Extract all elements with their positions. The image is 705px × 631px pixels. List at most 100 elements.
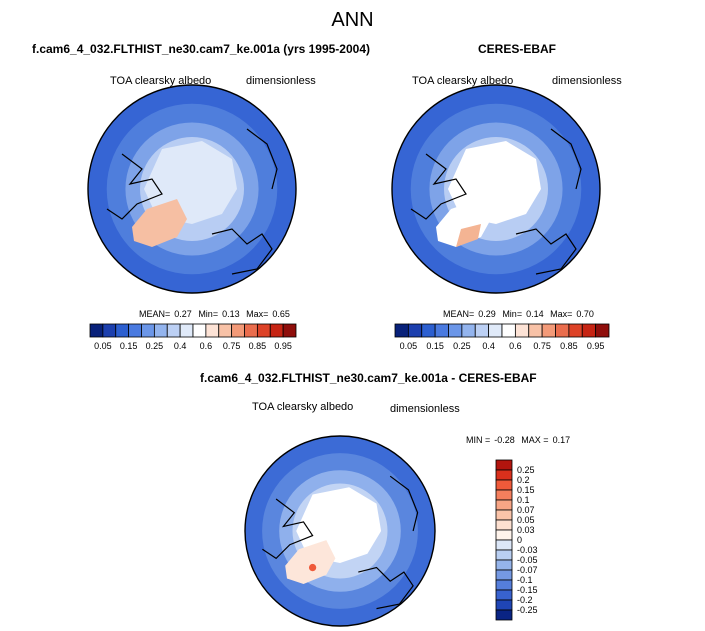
panel2-title: CERES-EBAF [478, 42, 557, 56]
colorbar-box [474, 323, 490, 338]
colorbar-tick-label: 0.03 [517, 525, 535, 535]
colorbar-tick-label: 0.95 [587, 341, 605, 351]
colorbar-box [495, 589, 513, 601]
colorbar-box [495, 579, 513, 591]
colorbar-box [461, 323, 476, 338]
colorbar-tick-label: 0.25 [453, 341, 471, 351]
colorbar-box [495, 459, 513, 471]
panel1-max-label: Max= [246, 309, 269, 319]
colorbar-box [495, 539, 513, 551]
map-0-border [87, 84, 297, 294]
page-title: ANN [331, 9, 374, 31]
colorbar-tick-label: 0.4 [174, 341, 187, 351]
colorbar-box [568, 323, 583, 338]
panel1-min-value: 0.13 [222, 309, 240, 319]
colorbar-box [89, 323, 104, 338]
colorbar-tick-label: 0.75 [533, 341, 551, 351]
panel2-colorbar: 0.05 0.15 0.25 0.4 0.6 0.75 0.85 0.95 [394, 323, 610, 351]
colorbar-box [205, 323, 220, 338]
colorbar-box [495, 609, 513, 621]
panel3-min-value: -0.28 [494, 435, 515, 445]
panel1-left-label: TOA clearsky albedo [110, 75, 212, 87]
colorbar-tick-label: 0.07 [517, 505, 535, 515]
panel2-mean-value: 0.29 [478, 309, 496, 319]
colorbar-box [495, 549, 513, 561]
colorbar-box [528, 323, 543, 338]
colorbar-tick-label: 0.05 [517, 515, 535, 525]
map-1-coastline-europe [515, 228, 577, 275]
colorbar-tick-label: 0.15 [426, 341, 444, 351]
colorbar-tick-label: 0.1 [517, 495, 530, 505]
colorbar-box [495, 559, 513, 571]
colorbar-box [115, 323, 130, 338]
panel3-left-label: TOA clearsky albedo [252, 401, 354, 413]
colorbar-tick-label: -0.05 [517, 555, 538, 565]
colorbar-tick-label: 0.95 [274, 341, 292, 351]
panel3-title: f.cam6_4_032.FLTHIST_ne30.cam7_ke.001a -… [200, 371, 537, 385]
colorbar-box [495, 519, 513, 531]
colorbar-tick-label: 0.85 [249, 341, 267, 351]
panel2-left-label: TOA clearsky albedo [412, 75, 514, 87]
colorbar-box [407, 323, 423, 338]
colorbar-box [231, 323, 245, 338]
map-0-greenland [132, 199, 187, 247]
map-1-coastline-canada [410, 153, 467, 220]
panel1-max-value: 0.65 [272, 309, 290, 319]
map-2-field [245, 436, 435, 626]
colorbar-box [514, 323, 530, 338]
map-0-coastline-canada [106, 153, 163, 220]
colorbar-box [153, 323, 168, 338]
colorbar-tick-label: -0.15 [517, 585, 538, 595]
colorbar-tick-label: -0.25 [517, 605, 538, 615]
colorbar-tick-label: -0.03 [517, 545, 538, 555]
panel2-max-value: 0.70 [576, 309, 594, 319]
map-1-greenland-south [456, 224, 481, 247]
colorbar-tick-label: 0.05 [94, 341, 112, 351]
colorbar-box [581, 323, 597, 338]
colorbar-box [448, 323, 463, 338]
colorbar-tick-label: 0.15 [120, 341, 138, 351]
colorbar-box [488, 323, 503, 338]
panel2-right-label: dimensionless [552, 75, 622, 87]
panel1-min-label: Min= [198, 309, 219, 319]
panel1-colorbar: 0.05 0.15 0.25 0.4 0.6 0.75 0.85 0.95 [89, 323, 297, 351]
colorbar-box [192, 323, 207, 338]
colorbar-box [495, 599, 513, 611]
colorbar-box [495, 529, 513, 541]
map-0-coastline-siberia [246, 128, 278, 190]
panel2-max-label: Max= [550, 309, 573, 319]
colorbar-box [495, 569, 513, 581]
map-2-hotspot [308, 563, 317, 572]
colorbar-box [141, 323, 155, 338]
panel1-stats: MEAN= 0.27 Min= 0.13 Max= 0.65 [139, 309, 294, 319]
colorbar-tick-label: 0 [517, 535, 522, 545]
colorbar-box [595, 323, 610, 338]
colorbar-tick-label: 0.6 [509, 341, 522, 351]
colorbar-tick-label: -0.1 [517, 575, 533, 585]
panel1-mean-value: 0.27 [174, 309, 192, 319]
colorbar-tick-label: 0.05 [400, 341, 418, 351]
colorbar-tick-label: 0.25 [517, 465, 535, 475]
panel3-stats: MIN = -0.28 MAX = 0.17 [466, 435, 574, 445]
colorbar-box [421, 323, 436, 338]
map-2-greenland [285, 540, 336, 584]
map-1-border [391, 84, 601, 294]
colorbar-box [495, 499, 513, 511]
colorbar-box [218, 323, 233, 338]
colorbar-box [495, 479, 513, 491]
colorbar-box [555, 323, 570, 338]
colorbar-tick-label: 0.25 [146, 341, 164, 351]
panel2-stats: MEAN= 0.29 Min= 0.14 Max= 0.70 [443, 309, 598, 319]
colorbar-box [495, 489, 513, 501]
map-0-coastline-europe [211, 228, 273, 275]
colorbar-box [128, 323, 142, 338]
panel3-colorbar: 0.250.20.150.10.070.050.030-0.03-0.05-0.… [495, 459, 538, 621]
panel3-min-label: MIN = [466, 435, 491, 445]
colorbar-tick-label: 0.75 [223, 341, 241, 351]
panel1-right-label: dimensionless [246, 75, 316, 87]
colorbar-tick-label: 0.2 [517, 475, 530, 485]
colorbar-box [282, 323, 297, 338]
colorbar-box [394, 323, 409, 338]
panel2-min-value: 0.14 [526, 309, 544, 319]
